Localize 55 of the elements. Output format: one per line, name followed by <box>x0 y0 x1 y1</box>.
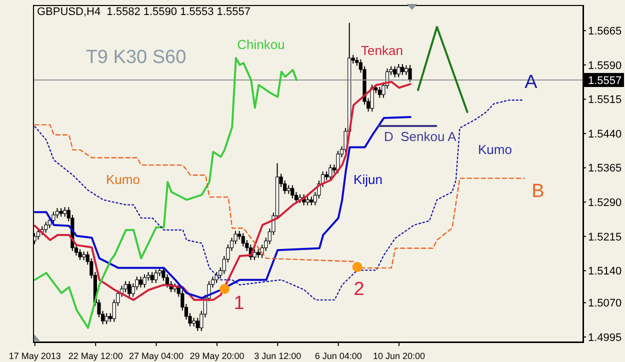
candlestick <box>52 211 56 224</box>
candlestick <box>404 64 408 76</box>
candlestick <box>396 63 400 78</box>
y-tick-label: 1.5590 <box>588 60 622 72</box>
y-tick-label: 1.5515 <box>588 94 622 106</box>
candlestick <box>196 317 200 332</box>
candlestick <box>78 248 82 261</box>
candlestick <box>241 232 245 247</box>
candlestick <box>408 64 412 82</box>
ref-line-label: 1.5557 <box>588 74 622 87</box>
candlestick <box>252 248 256 261</box>
candlestick <box>124 280 128 293</box>
series-label: Chinkou <box>237 37 285 52</box>
x-tick-label: 17 May 2013 <box>8 351 61 361</box>
series-label: B <box>532 181 544 203</box>
candlestick <box>55 208 60 219</box>
candlestick <box>44 221 48 234</box>
annotation: Kumo <box>106 172 140 187</box>
candlestick <box>128 280 132 298</box>
y-tick-label: 1.4995 <box>588 332 622 344</box>
candlestick <box>104 312 108 325</box>
y-tick-label: 1.5365 <box>588 162 622 175</box>
x-tick-label: 6 Jun 04:00 <box>314 351 362 361</box>
y-tick-label: 1.5440 <box>588 128 622 140</box>
annotation: T9 K30 S60 <box>86 47 186 69</box>
annotation: 2 <box>354 279 364 301</box>
candlestick <box>214 272 218 284</box>
y-tick-label: 1.5070 <box>588 298 622 310</box>
candlestick <box>142 274 146 288</box>
candlestick <box>378 86 382 98</box>
y-tick-label: 1.5665 <box>588 26 622 38</box>
candlestick <box>393 66 397 78</box>
x-tick-label: 10 Jun 20:00 <box>373 351 426 361</box>
candlestick <box>150 272 154 284</box>
candlestick <box>328 164 332 181</box>
candlestick <box>336 150 340 174</box>
text: Tenkan <box>361 43 403 58</box>
x-tick-label: 29 May 20:00 <box>190 351 244 361</box>
candlestick <box>138 276 143 288</box>
series-label: Kijun <box>354 172 382 187</box>
x-tick-label: 22 May 12:00 <box>68 351 123 361</box>
annotation: 1 <box>234 293 244 315</box>
candlestick <box>290 184 294 199</box>
candlestick <box>154 269 158 284</box>
y-tick-label: 1.5215 <box>588 231 622 244</box>
chart-title: GBPUSD,H4 1.5582 1.5590 1.5553 1.5557 <box>37 6 250 18</box>
annotation: Kumo <box>478 142 512 157</box>
x-tick-label: 27 May 04:00 <box>129 351 184 361</box>
y-tick-label: 1.5140 <box>588 266 622 278</box>
candlestick <box>63 206 67 218</box>
series-label: A <box>524 72 538 94</box>
candlestick <box>400 63 404 76</box>
x-tick-label: 3 Jun 12:00 <box>254 351 302 361</box>
annotation: D Senkou A <box>384 129 456 144</box>
y-tick-label: 1.5290 <box>588 196 622 209</box>
